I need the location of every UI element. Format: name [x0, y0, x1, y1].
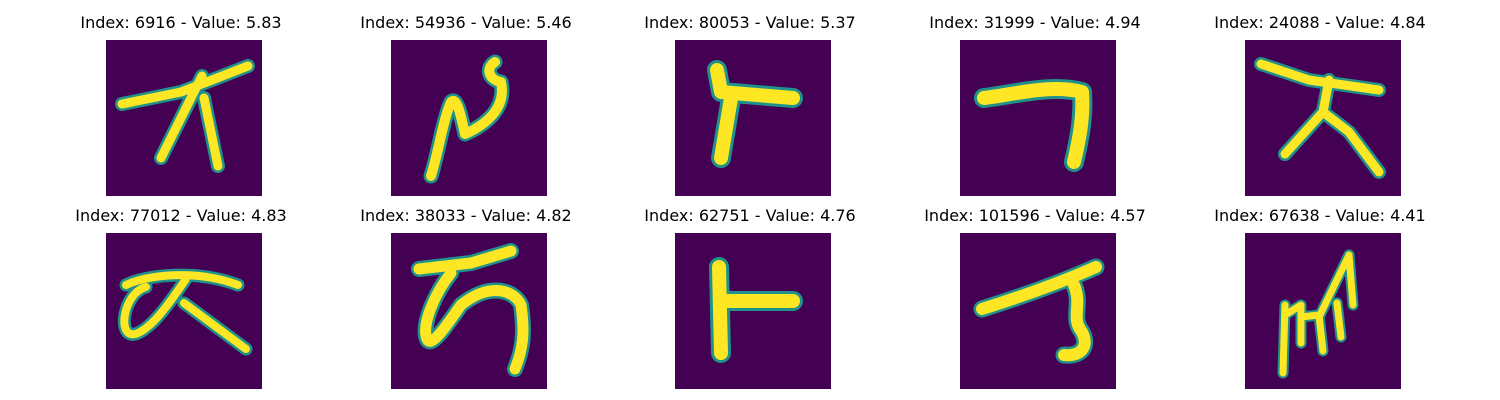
panel-title: Index: 54936 - Value: 5.46 [360, 13, 572, 32]
panel-title: Index: 31999 - Value: 4.94 [929, 13, 1141, 32]
panel-4: Index: 31999 - Value: 4.94 [920, 12, 1150, 202]
character-image [106, 233, 262, 389]
panel-title: Index: 101596 - Value: 4.57 [924, 206, 1146, 225]
character-image [675, 40, 831, 196]
panel-title: Index: 80053 - Value: 5.37 [644, 13, 856, 32]
panel-title: Index: 6916 - Value: 5.83 [80, 13, 282, 32]
character-image [391, 40, 547, 196]
panel-title: Index: 67638 - Value: 4.41 [1214, 206, 1426, 225]
panel-9: Index: 101596 - Value: 4.57 [920, 205, 1150, 395]
panel-10: Index: 67638 - Value: 4.41 [1205, 205, 1435, 395]
character-image [1245, 40, 1401, 196]
character-image [1245, 233, 1401, 389]
panel-title: Index: 77012 - Value: 4.83 [75, 206, 287, 225]
panel-title: Index: 24088 - Value: 4.84 [1214, 13, 1426, 32]
panel-2: Index: 54936 - Value: 5.46 [351, 12, 581, 202]
panel-1: Index: 6916 - Value: 5.83 [66, 12, 296, 202]
panel-3: Index: 80053 - Value: 5.37 [635, 12, 865, 202]
character-image [391, 233, 547, 389]
panel-6: Index: 77012 - Value: 4.83 [66, 205, 296, 395]
panel-5: Index: 24088 - Value: 4.84 [1205, 12, 1435, 202]
panel-7: Index: 38033 - Value: 4.82 [351, 205, 581, 395]
character-image [960, 233, 1116, 389]
character-image [106, 40, 262, 196]
panel-8: Index: 62751 - Value: 4.76 [635, 205, 865, 395]
character-image [960, 40, 1116, 196]
character-image [675, 233, 831, 389]
panel-title: Index: 62751 - Value: 4.76 [644, 206, 856, 225]
panel-title: Index: 38033 - Value: 4.82 [360, 206, 572, 225]
